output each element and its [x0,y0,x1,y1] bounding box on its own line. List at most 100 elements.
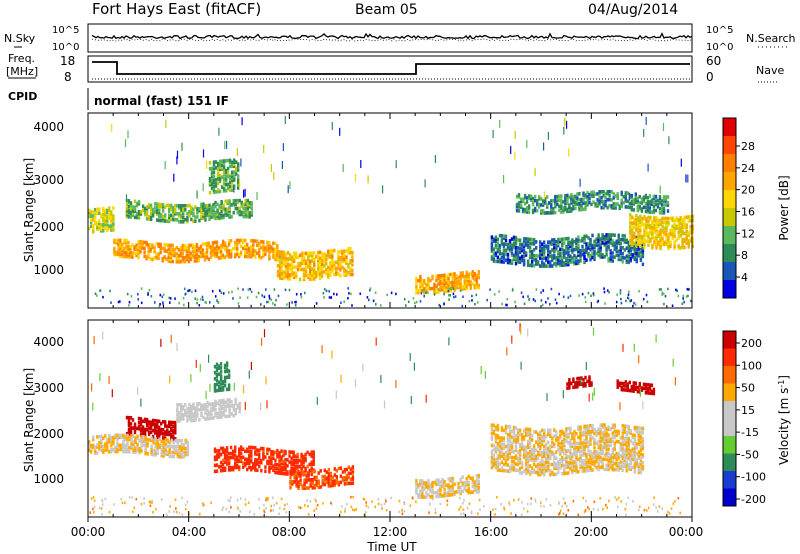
power-cell [544,201,547,205]
power-cell [169,301,171,304]
power-cell [140,287,143,290]
power-cell [691,218,694,223]
power-cell [589,253,592,258]
power-cell [294,265,298,270]
velocity-cell [543,470,546,475]
power-cell [292,273,296,277]
velocity-cell [238,457,241,462]
power-cell [309,259,312,264]
power-cell [123,238,126,243]
power-cell [177,253,180,258]
velocity-cell [532,456,536,460]
power-cell [244,206,247,211]
power-cell [220,200,223,204]
power-cell [274,253,277,258]
velocity-cell [218,415,221,419]
velocity-cell [611,449,614,454]
power-cell [246,254,249,259]
power-cell [641,254,645,259]
power-cell [443,273,446,278]
velocity-cell [571,432,574,436]
power-cell [196,209,199,213]
velocity-cell [526,433,530,438]
velocity-cell [124,437,127,442]
power-cell [662,197,666,201]
power-cell [575,245,578,250]
power-cell [641,252,645,257]
velocity-cell [190,406,193,411]
power-cell [244,254,247,259]
velocity-cell [490,461,494,466]
power-cell [526,263,530,267]
power-cell [98,207,101,211]
velocity-cell [532,462,536,466]
velocity-cell [327,482,330,486]
power-cell [567,262,570,267]
velocity-cell [234,401,237,406]
power-cell [185,249,188,254]
velocity-cell [313,483,316,488]
velocity-cell [238,453,241,458]
power-cell [296,255,300,260]
power-cell [325,267,328,272]
velocity-cell [137,416,141,421]
power-cell [386,293,388,297]
velocity-cell [224,400,227,405]
power-cell [212,186,216,190]
velocity-cell [463,485,466,489]
power-heatmap [88,116,694,308]
power-cell [321,262,324,266]
power-cell [629,299,631,303]
power-cell [88,210,91,215]
power-cell [427,276,430,281]
velocity-cell [100,442,103,447]
velocity-cell [186,450,190,455]
power-cell [126,292,129,296]
velocity-cell [532,452,536,456]
power-cell [602,189,605,194]
velocity-cell [557,436,560,440]
power-cell [502,256,506,260]
power-cell [282,250,286,255]
power-cell [461,285,464,289]
power-cell [677,230,680,234]
power-cell [579,259,582,263]
power-cell [449,272,452,277]
power-cell [224,176,228,181]
power-cell [192,213,195,218]
velocity-cell [607,451,610,455]
power-cell [248,205,251,209]
velocity-cell [254,468,257,472]
velocity-cell [461,475,464,479]
power-cell [457,283,460,288]
power-cell [329,273,332,277]
power-cell [640,201,644,205]
power-cell [268,241,271,245]
velocity-cell [569,438,572,443]
velocity-cell [339,474,343,479]
velocity-cell [475,490,478,494]
power-cell [465,278,468,283]
power-colorbar-segment [723,208,736,227]
power-cell [681,221,684,226]
power-cell [574,202,577,207]
power-cell [547,297,549,300]
power-cell [583,236,586,241]
power-cell [560,198,563,202]
velocity-cell [437,482,440,487]
power-cell [664,199,668,203]
power-cell [88,226,91,231]
power-cell [437,274,440,278]
velocity-cell [254,462,257,466]
power-cell [341,251,344,256]
velocity-cell [581,443,584,447]
velocity-cell [217,465,221,469]
power-cell [534,299,536,303]
power-cell [586,199,589,203]
velocity-cell [248,455,251,460]
power-cell [619,237,622,242]
power-cell [244,250,247,255]
power-cell [575,255,578,260]
power-cell [222,213,225,218]
power-cell [510,247,514,251]
